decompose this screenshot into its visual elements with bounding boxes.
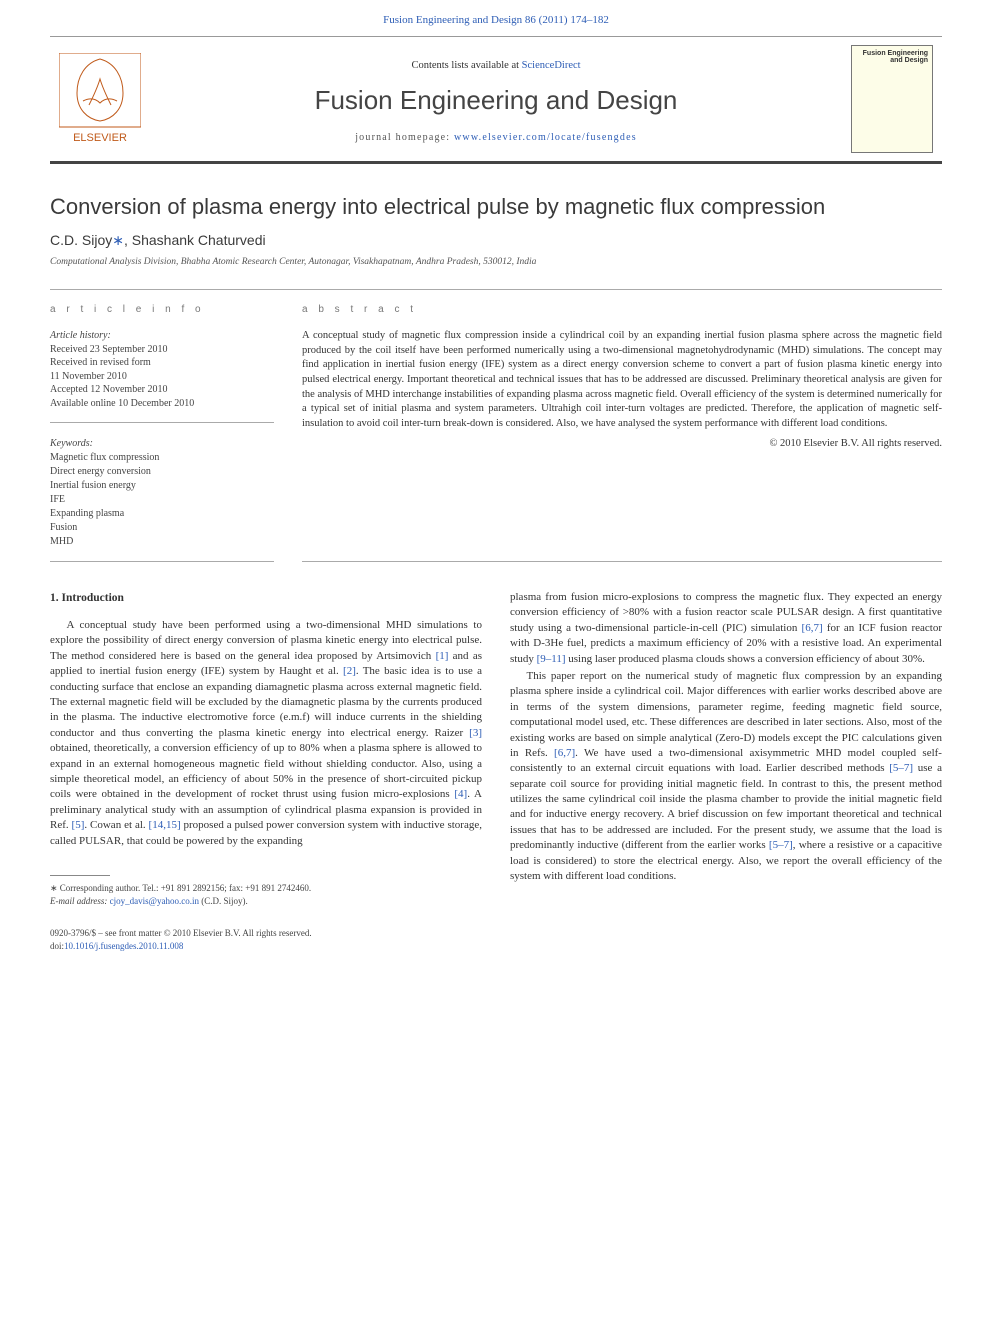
revised-line1: Received in revised form xyxy=(50,357,151,368)
keyword: Fusion xyxy=(50,522,77,533)
intro-para-left: A conceptual study have been performed u… xyxy=(50,618,482,849)
keywords-label: Keywords: xyxy=(50,438,93,449)
ref-link[interactable]: [6,7] xyxy=(554,747,575,759)
body-col-left: 1. Introduction A conceptual study have … xyxy=(50,590,482,952)
authors: C.D. Sijoy∗, Shashank Chaturvedi xyxy=(50,232,942,249)
ref-link[interactable]: [1] xyxy=(436,650,449,662)
cover-thumb-cell: Fusion Engineeringand Design xyxy=(842,37,942,161)
intro-para-right-1: plasma from fusion micro-explosions to c… xyxy=(510,590,942,667)
abstract-text: A conceptual study of magnetic flux comp… xyxy=(302,329,942,432)
info-abstract-row: a r t i c l e i n f o Article history: R… xyxy=(50,289,942,562)
abstract-heading: a b s t r a c t xyxy=(302,304,942,315)
article-info-column: a r t i c l e i n f o Article history: R… xyxy=(50,289,274,562)
body-columns: 1. Introduction A conceptual study have … xyxy=(50,590,942,952)
header-center: Contents lists available at ScienceDirec… xyxy=(150,37,842,161)
doi-link[interactable]: 10.1016/j.fusengdes.2010.11.008 xyxy=(64,941,183,951)
doi-label: doi: xyxy=(50,941,64,951)
keyword: MHD xyxy=(50,536,73,547)
section-1-heading: 1. Introduction xyxy=(50,590,482,606)
elsevier-logo: ELSEVIER xyxy=(59,53,141,145)
homepage-label: journal homepage: xyxy=(355,132,454,143)
cover-thumb-title: Fusion Engineeringand Design xyxy=(863,50,928,64)
journal-title: Fusion Engineering and Design xyxy=(150,85,842,116)
keyword: Direct energy conversion xyxy=(50,466,151,477)
ref-link[interactable]: [6,7] xyxy=(802,622,823,634)
received-date: Received 23 September 2010 xyxy=(50,344,167,355)
svg-text:ELSEVIER: ELSEVIER xyxy=(73,132,127,144)
ref-link[interactable]: [2] xyxy=(343,665,356,677)
keywords: Keywords: Magnetic flux compression Dire… xyxy=(50,437,274,562)
keyword: Magnetic flux compression xyxy=(50,452,159,463)
revised-line2: 11 November 2010 xyxy=(50,371,127,382)
abstract-copyright: © 2010 Elsevier B.V. All rights reserved… xyxy=(302,438,942,449)
homepage-link[interactable]: www.elsevier.com/locate/fusengdes xyxy=(454,132,637,143)
front-matter-line: 0920-3796/$ – see front matter © 2010 El… xyxy=(50,928,312,938)
journal-reference-link[interactable]: Fusion Engineering and Design 86 (2011) … xyxy=(383,14,609,26)
contents-line: Contents lists available at ScienceDirec… xyxy=(150,60,842,71)
keyword: Expanding plasma xyxy=(50,508,124,519)
author-corr-asterisk[interactable]: ∗ xyxy=(112,232,124,248)
footnote-rule xyxy=(50,875,110,876)
email-label: E-mail address: xyxy=(50,896,110,906)
intro-para-right-2: This paper report on the numerical study… xyxy=(510,669,942,884)
journal-header: ELSEVIER Contents lists available at Sci… xyxy=(50,36,942,164)
ref-link[interactable]: [5] xyxy=(72,819,85,831)
ref-link[interactable]: [5–7] xyxy=(889,762,913,774)
article-info-heading: a r t i c l e i n f o xyxy=(50,304,274,315)
article-history: Article history: Received 23 September 2… xyxy=(50,329,274,423)
ref-link[interactable]: [9–11] xyxy=(537,653,566,665)
affiliation: Computational Analysis Division, Bhabha … xyxy=(50,257,942,267)
author-2: Shashank Chaturvedi xyxy=(132,232,266,248)
contents-prefix: Contents lists available at xyxy=(411,60,521,71)
ref-link[interactable]: [5–7] xyxy=(769,839,793,851)
doi-block: 0920-3796/$ – see front matter © 2010 El… xyxy=(50,927,482,952)
publisher-logo-cell: ELSEVIER xyxy=(50,37,150,161)
ref-link[interactable]: [3] xyxy=(469,727,482,739)
email-suffix: (C.D. Sijoy). xyxy=(199,896,248,906)
homepage-line: journal homepage: www.elsevier.com/locat… xyxy=(150,132,842,143)
keyword: IFE xyxy=(50,494,65,505)
article-title: Conversion of plasma energy into electri… xyxy=(50,194,942,220)
journal-reference: Fusion Engineering and Design 86 (2011) … xyxy=(50,0,942,36)
keyword: Inertial fusion energy xyxy=(50,480,136,491)
history-label: Article history: xyxy=(50,330,111,341)
accepted-date: Accepted 12 November 2010 xyxy=(50,384,167,395)
corresponding-author-footnote: ∗ Corresponding author. Tel.: +91 891 28… xyxy=(50,882,482,907)
abstract-column: a b s t r a c t A conceptual study of ma… xyxy=(302,289,942,562)
online-date: Available online 10 December 2010 xyxy=(50,398,194,409)
ref-link[interactable]: [14,15] xyxy=(149,819,181,831)
corr-author-line: ∗ Corresponding author. Tel.: +91 891 28… xyxy=(50,883,311,893)
sciencedirect-link[interactable]: ScienceDirect xyxy=(522,60,581,71)
email-link[interactable]: cjoy_davis@yahoo.co.in xyxy=(110,896,199,906)
body-col-right: plasma from fusion micro-explosions to c… xyxy=(510,590,942,952)
cover-thumbnail[interactable]: Fusion Engineeringand Design xyxy=(851,45,933,153)
ref-link[interactable]: [4] xyxy=(454,788,467,800)
author-1: C.D. Sijoy xyxy=(50,232,112,248)
